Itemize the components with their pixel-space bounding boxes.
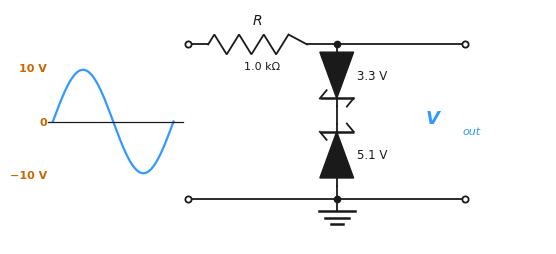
Text: 5.1 V: 5.1 V <box>356 149 387 162</box>
Text: −10 V: −10 V <box>9 171 47 181</box>
Polygon shape <box>320 53 354 99</box>
Text: V: V <box>426 109 440 127</box>
Text: out: out <box>463 127 480 137</box>
Polygon shape <box>320 132 354 178</box>
Text: 3.3 V: 3.3 V <box>356 70 387 83</box>
Text: R: R <box>253 13 262 27</box>
Text: 1.0 kΩ: 1.0 kΩ <box>245 62 281 72</box>
Text: 10 V: 10 V <box>19 64 47 73</box>
Text: 0: 0 <box>39 117 47 127</box>
